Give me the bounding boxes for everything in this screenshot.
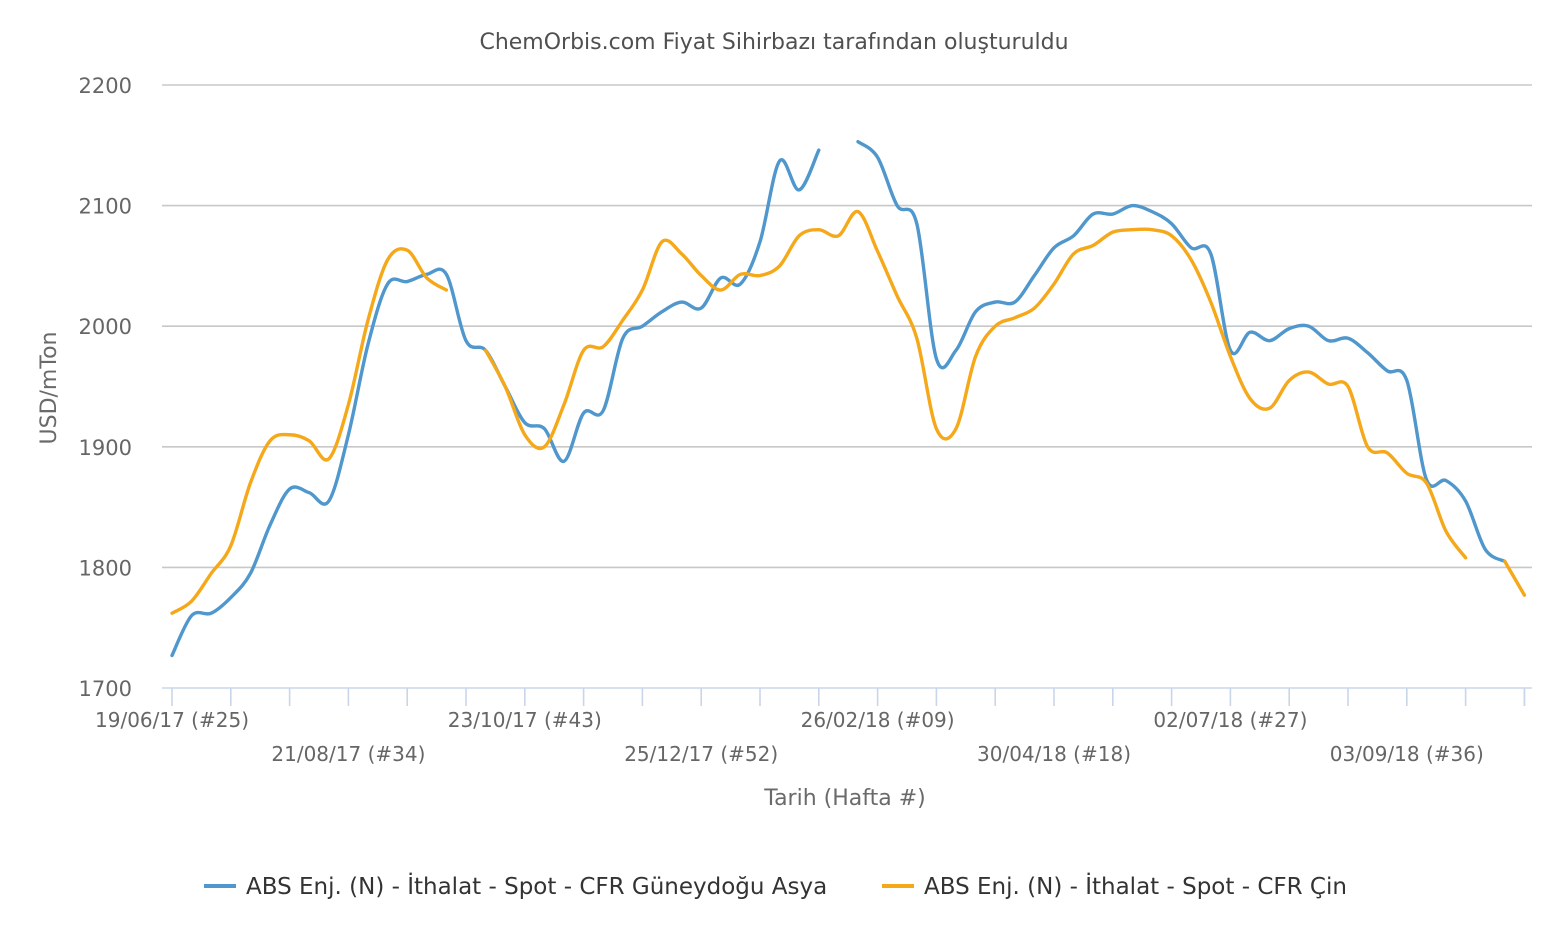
x-tick-label: 19/06/17 (#25)	[95, 708, 249, 732]
grid-lines	[162, 84, 1532, 569]
series-2-line-segment-3[interactable]	[1503, 559, 1527, 597]
x-axis-title: Tarih (Hafta #)	[763, 786, 925, 811]
y-axis-title: USD/mTon	[37, 332, 62, 445]
chart-title: ChemOrbis.com Fiyat Sihirbazı tarafından…	[479, 30, 1068, 55]
y-tick-label: 2200	[79, 74, 132, 98]
y-tick-label: 1800	[79, 556, 132, 580]
series-2-line-segment-1[interactable]	[170, 247, 449, 615]
series-1[interactable]	[170, 139, 1507, 658]
series-2[interactable]	[170, 209, 1527, 615]
y-tick-label: 2100	[79, 195, 132, 219]
legend-label-series-1: ABS Enj. (N) - İthalat - Spot - CFR Güne…	[246, 872, 827, 900]
x-axis: 19/06/17 (#25) 21/08/17 (#34) 23/10/17 (#4…	[95, 687, 1532, 766]
x-tick-label: 26/02/18 (#09)	[801, 708, 955, 732]
x-tick-label: 21/08/17 (#34)	[271, 742, 425, 766]
series-lines	[170, 139, 1527, 658]
x-tick-label: 03/09/18 (#36)	[1330, 742, 1484, 766]
y-tick-label: 1900	[79, 436, 132, 460]
series-2-line-segment-2[interactable]	[483, 209, 1468, 560]
series-1-line-segment-2[interactable]	[856, 139, 1507, 564]
legend[interactable]: ABS Enj. (N) - İthalat - Spot - CFR Güne…	[204, 872, 1347, 900]
y-axis-tick-labels: 1700 1800 1900 2000 2100 2200	[79, 74, 132, 701]
x-tick-label: 02/07/18 (#27)	[1153, 708, 1307, 732]
series-1-line-segment-1[interactable]	[170, 148, 821, 658]
y-tick-label: 2000	[79, 315, 132, 339]
legend-item-series-2[interactable]: ABS Enj. (N) - İthalat - Spot - CFR Çin	[882, 872, 1347, 900]
x-tick-label: 30/04/18 (#18)	[977, 742, 1131, 766]
legend-label-series-2: ABS Enj. (N) - İthalat - Spot - CFR Çin	[924, 872, 1347, 900]
x-tick-label: 25/12/17 (#52)	[624, 742, 778, 766]
y-tick-label: 1700	[79, 677, 132, 701]
x-tick-label: 23/10/17 (#43)	[448, 708, 602, 732]
legend-item-series-1[interactable]: ABS Enj. (N) - İthalat - Spot - CFR Güne…	[204, 872, 827, 900]
